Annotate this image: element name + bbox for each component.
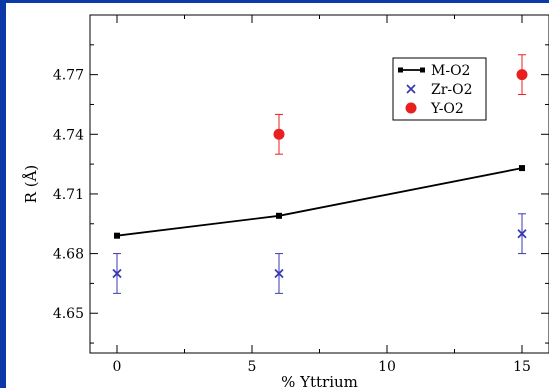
x-marker-stroke [112, 268, 122, 279]
data-point [114, 232, 120, 239]
data-point [276, 212, 282, 219]
legend-square [398, 67, 403, 73]
y-tick-label: 4.68 [53, 247, 84, 263]
circle-marker [405, 102, 417, 114]
square-marker [519, 165, 525, 172]
circle-marker [516, 69, 528, 81]
legend-label: Y-O2 [430, 101, 464, 117]
y-tick-label: 4.65 [53, 306, 84, 322]
x-tick-label: 0 [113, 359, 122, 375]
data-point [516, 69, 528, 81]
square-marker [114, 232, 120, 239]
x-marker-stroke [406, 84, 416, 94]
y-tick-label: 4.71 [53, 187, 84, 203]
data-point [517, 229, 527, 239]
y-axis-label: R (Å) [22, 165, 40, 204]
x-marker-stroke [517, 229, 527, 239]
legend-label: Zr-O2 [431, 82, 473, 98]
x-marker-stroke [274, 268, 284, 279]
legend-item: M-O2 [398, 63, 470, 79]
legend-square [420, 67, 425, 73]
data-point [519, 165, 525, 172]
legend-label: M-O2 [431, 63, 470, 79]
legend-marker [405, 102, 417, 114]
x-tick-label: 15 [513, 359, 531, 375]
series-y-o2 [273, 54, 528, 155]
legend-item: Y-O2 [405, 101, 464, 117]
data-point [273, 128, 285, 140]
x-tick-label: 5 [248, 359, 257, 375]
legend-item: Zr-O2 [406, 82, 473, 98]
series-zr-o2 [112, 213, 527, 294]
series-layer [112, 54, 528, 294]
legend: M-O2 Zr-O2 Y-O2 [392, 57, 487, 121]
circle-marker [273, 128, 285, 140]
series-m-o2 [114, 165, 525, 239]
chart: 0 5 10 15 4.65 4.68 4.71 4.74 4.77 % Yttrium R (… [22, 14, 549, 391]
axis-ticks [90, 15, 549, 353]
y-tick-label: 4.74 [53, 127, 84, 143]
legend-marker [406, 84, 416, 94]
y-tick-label: 4.77 [53, 68, 84, 84]
data-point [112, 268, 122, 279]
tick-labels: 0 5 10 15 4.65 4.68 4.71 4.74 4.77 [53, 68, 531, 375]
data-point [274, 268, 284, 279]
x-axis-label: % Yttrium [281, 373, 358, 391]
square-marker [276, 212, 282, 219]
x-tick-label: 10 [378, 359, 396, 375]
